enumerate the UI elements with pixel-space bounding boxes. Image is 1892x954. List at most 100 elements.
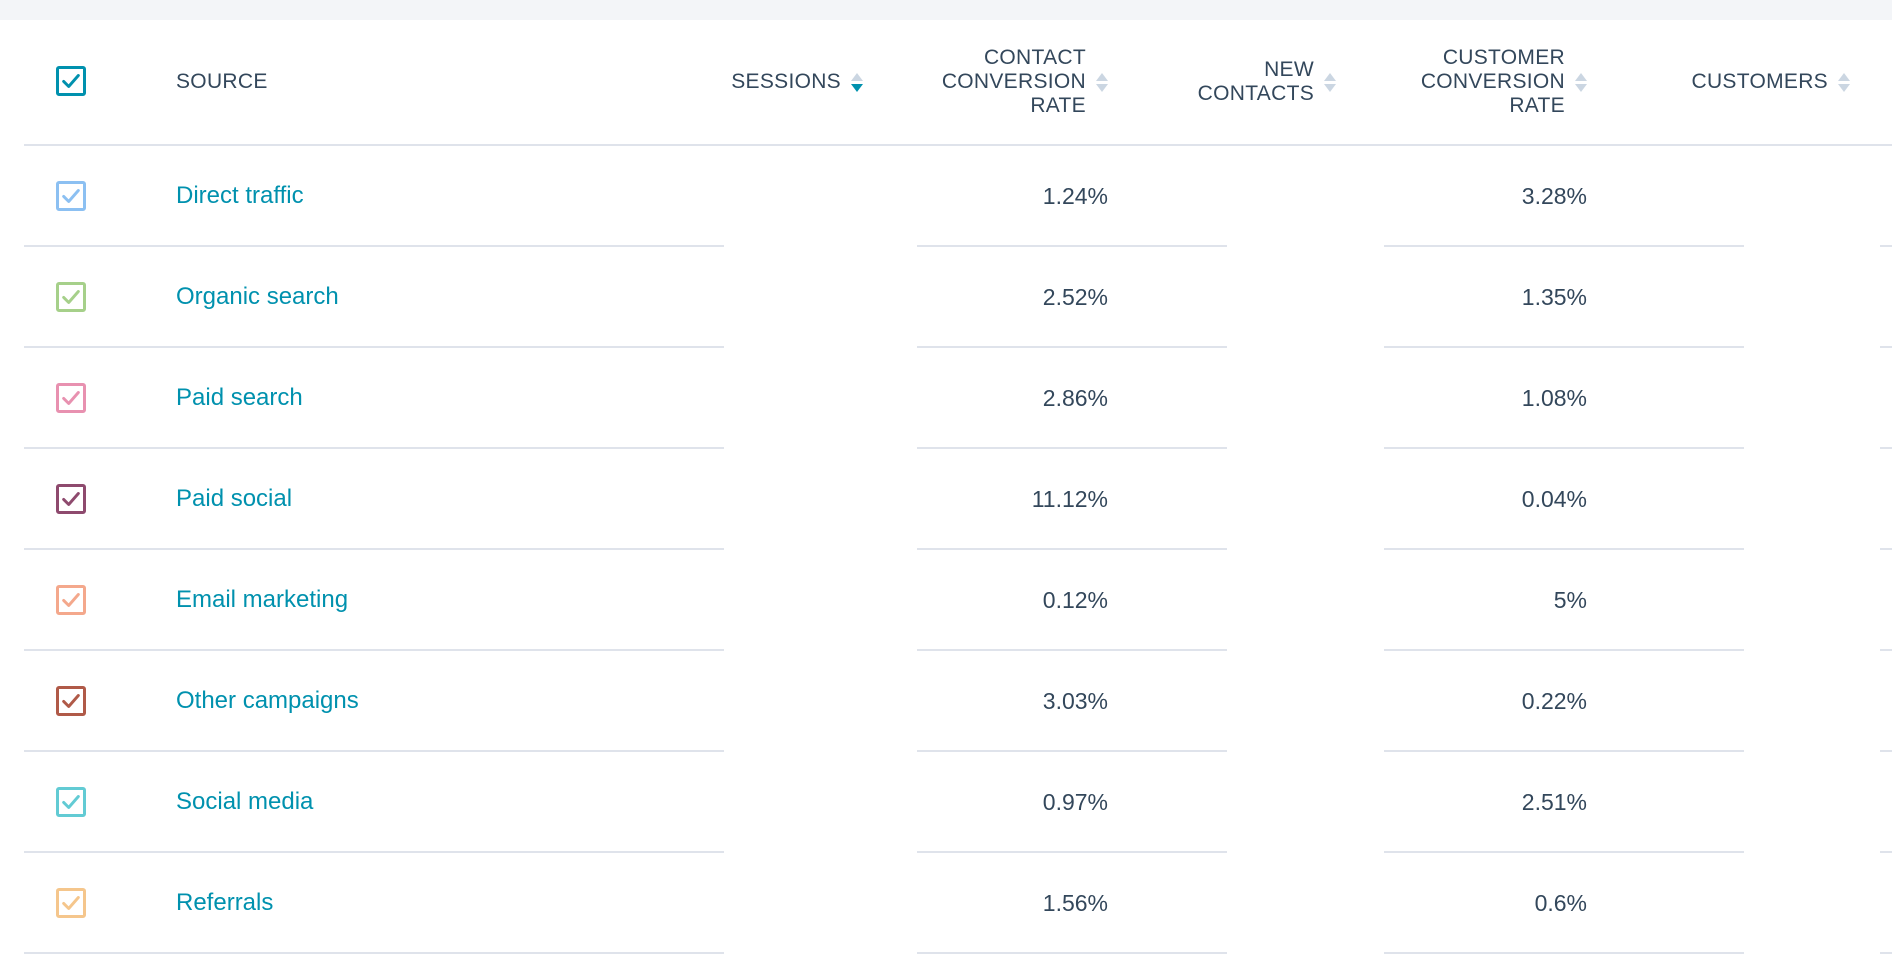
- row-divider: [1384, 649, 1744, 651]
- source-link[interactable]: Referrals: [176, 889, 274, 916]
- customer-conversion-rate-value: 5%: [1553, 587, 1587, 613]
- row-divider: [1880, 952, 1892, 954]
- row-divider: [1384, 952, 1744, 954]
- header-line: CONTACT: [983, 46, 1086, 69]
- row-divider: [24, 346, 724, 348]
- customer-conversion-rate-value: 2.51%: [1521, 789, 1587, 815]
- header-line: CONVERSION: [941, 70, 1086, 93]
- checkmark-icon: [62, 492, 80, 506]
- row-checkbox[interactable]: [56, 181, 86, 211]
- row-divider: [917, 649, 1227, 651]
- header-line: NEW: [1264, 58, 1314, 81]
- column-header-customers[interactable]: CUSTOMERS: [1691, 70, 1850, 94]
- column-header-customer-conversion-rate[interactable]: CUSTOMER CONVERSION RATE: [1421, 46, 1587, 118]
- contact-conversion-rate-value: 2.86%: [1042, 385, 1108, 411]
- row-divider: [24, 750, 724, 752]
- sort-new-contacts-icon[interactable]: [1324, 72, 1336, 92]
- row-divider: [1880, 851, 1892, 853]
- row-divider: [917, 346, 1227, 348]
- contact-conversion-rate-value: 3.03%: [1042, 688, 1108, 714]
- table-row: Social media 0.97% 2.51%: [24, 752, 1892, 853]
- row-divider: [24, 548, 724, 550]
- column-header-sessions[interactable]: SESSIONS: [731, 70, 863, 94]
- column-header-customers-label: CUSTOMERS: [1691, 70, 1828, 93]
- row-divider: [1880, 750, 1892, 752]
- header-line: CUSTOMER: [1442, 46, 1565, 69]
- row-checkbox[interactable]: [56, 484, 86, 514]
- header-line: CONVERSION: [1420, 70, 1565, 93]
- customer-conversion-rate-value: 1.35%: [1521, 284, 1587, 310]
- row-checkbox[interactable]: [56, 787, 86, 817]
- column-header-source-label: SOURCE: [176, 70, 268, 93]
- row-checkbox[interactable]: [56, 686, 86, 716]
- customer-conversion-rate-value: 0.6%: [1534, 890, 1587, 916]
- row-divider: [917, 750, 1227, 752]
- contact-conversion-rate-value: 0.12%: [1042, 587, 1108, 613]
- column-header-contact-conversion-rate-label: CONTACT CONVERSION RATE: [942, 46, 1086, 118]
- contact-conversion-rate-value: 1.56%: [1042, 890, 1108, 916]
- row-divider: [1880, 245, 1892, 247]
- row-divider: [1384, 346, 1744, 348]
- row-divider: [917, 548, 1227, 550]
- source-link[interactable]: Organic search: [176, 283, 339, 310]
- sort-sessions-icon[interactable]: [851, 72, 863, 92]
- table-row: Paid search 2.86% 1.08%: [24, 348, 1892, 449]
- contact-conversion-rate-value: 0.97%: [1042, 789, 1108, 815]
- source-link[interactable]: Social media: [176, 788, 314, 815]
- sources-table: SOURCE SESSIONS CONTACT CONVERSION RATE …: [24, 20, 1892, 954]
- sort-contact-conversion-rate-icon[interactable]: [1096, 72, 1108, 92]
- row-divider: [1384, 245, 1744, 247]
- sort-customer-conversion-rate-icon[interactable]: [1575, 72, 1587, 92]
- row-checkbox[interactable]: [56, 585, 86, 615]
- source-link[interactable]: Paid search: [176, 384, 303, 411]
- checkmark-icon: [62, 290, 80, 304]
- row-divider: [1880, 346, 1892, 348]
- row-divider: [1384, 750, 1744, 752]
- row-divider: [917, 851, 1227, 853]
- source-link[interactable]: Direct traffic: [176, 182, 304, 209]
- row-checkbox[interactable]: [56, 383, 86, 413]
- row-divider: [1880, 649, 1892, 651]
- header-line: RATE: [1030, 94, 1086, 117]
- row-divider: [1880, 548, 1892, 550]
- column-header-new-contacts[interactable]: NEW CONTACTS: [1198, 58, 1336, 106]
- table-header: SOURCE SESSIONS CONTACT CONVERSION RATE …: [24, 20, 1892, 146]
- source-link[interactable]: Email marketing: [176, 586, 349, 613]
- row-divider: [24, 649, 724, 651]
- row-divider: [1384, 548, 1744, 550]
- column-header-customer-conversion-rate-label: CUSTOMER CONVERSION RATE: [1421, 46, 1565, 118]
- row-checkbox[interactable]: [56, 888, 86, 918]
- table-body: Direct traffic 1.24% 3.28% Organic search 2.…: [24, 146, 1892, 954]
- contact-conversion-rate-value: 11.12%: [1031, 486, 1108, 512]
- row-divider: [24, 245, 724, 247]
- customer-conversion-rate-value: 0.22%: [1521, 688, 1587, 714]
- customer-conversion-rate-value: 0.04%: [1521, 486, 1587, 512]
- select-all-checkbox[interactable]: [56, 66, 86, 96]
- column-header-sessions-label: SESSIONS: [731, 70, 841, 93]
- row-divider: [917, 447, 1227, 449]
- row-divider: [1384, 447, 1744, 449]
- checkmark-icon: [62, 694, 80, 708]
- row-divider: [1384, 851, 1744, 853]
- checkmark-icon: [62, 391, 80, 405]
- source-link[interactable]: Other campaigns: [176, 687, 359, 714]
- checkmark-icon: [62, 795, 80, 809]
- column-header-contact-conversion-rate[interactable]: CONTACT CONVERSION RATE: [942, 46, 1108, 118]
- column-header-new-contacts-label: NEW CONTACTS: [1198, 58, 1314, 106]
- header-line: CONTACTS: [1197, 82, 1314, 105]
- column-header-source: SOURCE: [176, 70, 268, 94]
- table-row: Organic search 2.52% 1.35%: [24, 247, 1892, 348]
- table-row: Direct traffic 1.24% 3.28%: [24, 146, 1892, 247]
- checkmark-icon: [62, 593, 80, 607]
- contact-conversion-rate-value: 1.24%: [1042, 183, 1108, 209]
- customer-conversion-rate-value: 1.08%: [1521, 385, 1587, 411]
- checkmark-icon: [62, 896, 80, 910]
- contact-conversion-rate-value: 2.52%: [1042, 284, 1108, 310]
- source-link[interactable]: Paid social: [176, 485, 293, 512]
- table-row: Paid social 11.12% 0.04%: [24, 449, 1892, 550]
- sort-customers-icon[interactable]: [1838, 72, 1850, 92]
- row-checkbox[interactable]: [56, 282, 86, 312]
- row-divider: [917, 245, 1227, 247]
- customer-conversion-rate-value: 3.28%: [1521, 183, 1587, 209]
- row-divider: [24, 447, 724, 449]
